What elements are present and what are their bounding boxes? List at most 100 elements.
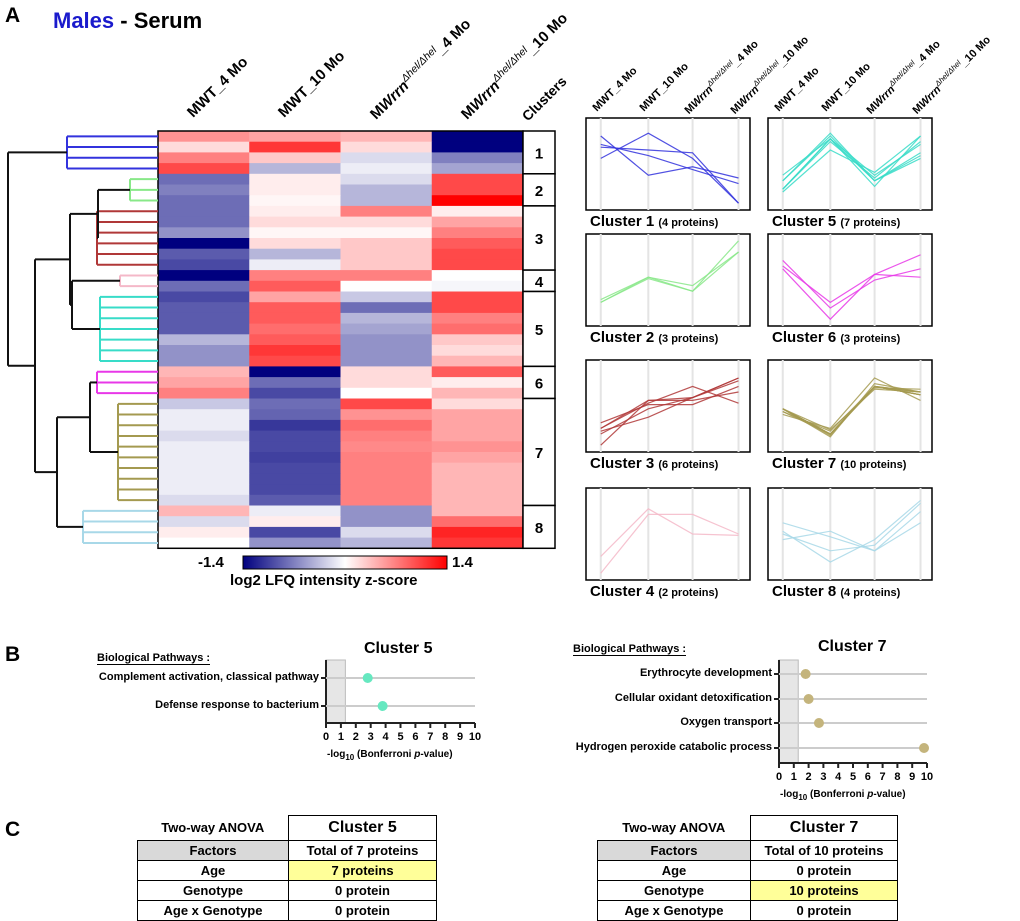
heatmap-cell <box>340 505 433 517</box>
heatmap-cell <box>158 205 250 218</box>
heatmap-cell <box>158 441 250 453</box>
xlabel-p: p <box>414 749 421 760</box>
protein-profile-line <box>600 240 739 303</box>
heatmap-cell <box>158 452 250 464</box>
heatmap-cell <box>249 195 341 207</box>
cluster-title: Cluster 6 <box>772 329 837 346</box>
xlabel-mid: (Bonferroni <box>807 789 868 800</box>
heatmap-cell <box>431 334 524 346</box>
heatmap-cell <box>431 398 524 410</box>
cluster-profile-box <box>585 359 751 453</box>
heatmap-cell <box>249 441 341 453</box>
heatmap-cell <box>340 409 433 421</box>
heatmap-cell <box>249 398 341 410</box>
heatmap-cell <box>340 259 433 271</box>
heatmap-cell <box>249 291 341 303</box>
heatmap-cell <box>340 173 433 185</box>
heatmap-cell <box>431 355 524 367</box>
heatmap-cell <box>431 516 524 528</box>
heatmap-cell <box>340 441 433 453</box>
heatmap-cell <box>249 473 341 485</box>
heatmap-cell <box>249 259 341 271</box>
heatmap-cell <box>249 537 341 549</box>
heatmap-cell <box>249 141 341 153</box>
heatmap-cell <box>158 280 250 292</box>
protein-profile-line <box>782 135 921 182</box>
x-tick-label: 0 <box>776 771 782 783</box>
factor-result: 0 protein <box>288 900 437 921</box>
cluster-profile-box <box>585 233 751 327</box>
panel-c-letter: C <box>5 818 21 841</box>
heatmap-cell <box>158 484 250 496</box>
cluster-label: 2 <box>535 183 543 200</box>
colorbar-max: 1.4 <box>452 554 473 571</box>
heatmap-cell <box>249 430 341 442</box>
heatmap-cell <box>431 291 524 303</box>
protein-count: (3 proteins) <box>840 333 901 345</box>
factor-result: 0 protein <box>750 860 898 881</box>
heatmap-cell <box>158 430 250 442</box>
heatmap-cell <box>340 526 433 539</box>
heatmap-cell <box>340 280 433 292</box>
factor-name: Age <box>137 860 289 881</box>
heatmap-cell <box>158 216 250 228</box>
protein-profile-line <box>782 259 921 309</box>
heatmap-cell <box>249 227 341 239</box>
cluster-box <box>522 290 556 368</box>
heatmap-cell <box>340 323 433 335</box>
anova-row: Age 0 protein <box>597 860 898 881</box>
cluster-label: 3 <box>535 231 543 248</box>
pathway-point <box>919 743 930 753</box>
x-tick-label: 6 <box>865 771 871 783</box>
cluster-title: Cluster 3 <box>590 455 655 472</box>
biological-pathways-header: Biological Pathways : <box>573 643 687 656</box>
anova-row: Genotype 10 proteins <box>597 880 898 901</box>
protein-count: (4 proteins) <box>840 587 901 599</box>
heatmap-cell <box>340 473 433 485</box>
pathway-point <box>800 669 811 679</box>
protein-profile-line <box>600 385 739 429</box>
heatmap-cell <box>431 216 524 228</box>
heatmap-cell <box>340 484 433 496</box>
factor-result: 0 protein <box>288 880 437 901</box>
heatmap-cell <box>249 526 341 539</box>
protein-count: (6 proteins) <box>658 459 719 471</box>
cluster-profile-box <box>585 117 751 211</box>
protein-profile-line <box>600 508 739 557</box>
heatmap-cell <box>249 462 341 474</box>
cluster-title: Cluster 2 <box>590 329 655 346</box>
heatmap-cell <box>249 323 341 335</box>
heatmap-cell <box>249 452 341 464</box>
heatmap-cell <box>249 516 341 528</box>
heatmap-cell <box>340 452 433 464</box>
protein-profile-line <box>782 385 921 432</box>
heatmap-cell <box>340 131 433 143</box>
x-tick-label: 9 <box>909 771 915 783</box>
heatmap-cell <box>340 312 433 325</box>
heatmap-cell <box>431 270 524 282</box>
x-axis-label: -log10 (Bonferroni p-value) <box>780 789 906 802</box>
pathway-label: Hydrogen peroxide catabolic process <box>575 741 772 753</box>
factor-name: Age x Genotype <box>597 900 751 921</box>
protein-profile-line <box>600 385 739 424</box>
heatmap-cell <box>340 516 433 528</box>
pathway-point <box>377 701 388 711</box>
heatmap-cell <box>158 259 250 271</box>
heatmap-cell <box>431 366 524 378</box>
x-tick-label: 8 <box>442 731 448 743</box>
heatmap-cell <box>340 419 433 432</box>
heatmap-cell <box>158 131 250 143</box>
heatmap-cell <box>158 462 250 474</box>
heatmap-cell <box>431 173 524 185</box>
heatmap-cell <box>249 270 341 282</box>
pathway-point <box>813 718 824 728</box>
heatmap-cell <box>431 302 524 314</box>
protein-profile-line <box>600 380 739 446</box>
x-tick-label: 4 <box>835 771 842 783</box>
factors-header: Factors <box>597 840 751 861</box>
x-tick-label: 0 <box>323 731 329 743</box>
heatmap-cell <box>340 270 433 282</box>
heatmap-cell <box>158 248 250 260</box>
heatmap-cell <box>158 184 250 196</box>
xlabel-post: -value) <box>873 789 906 800</box>
